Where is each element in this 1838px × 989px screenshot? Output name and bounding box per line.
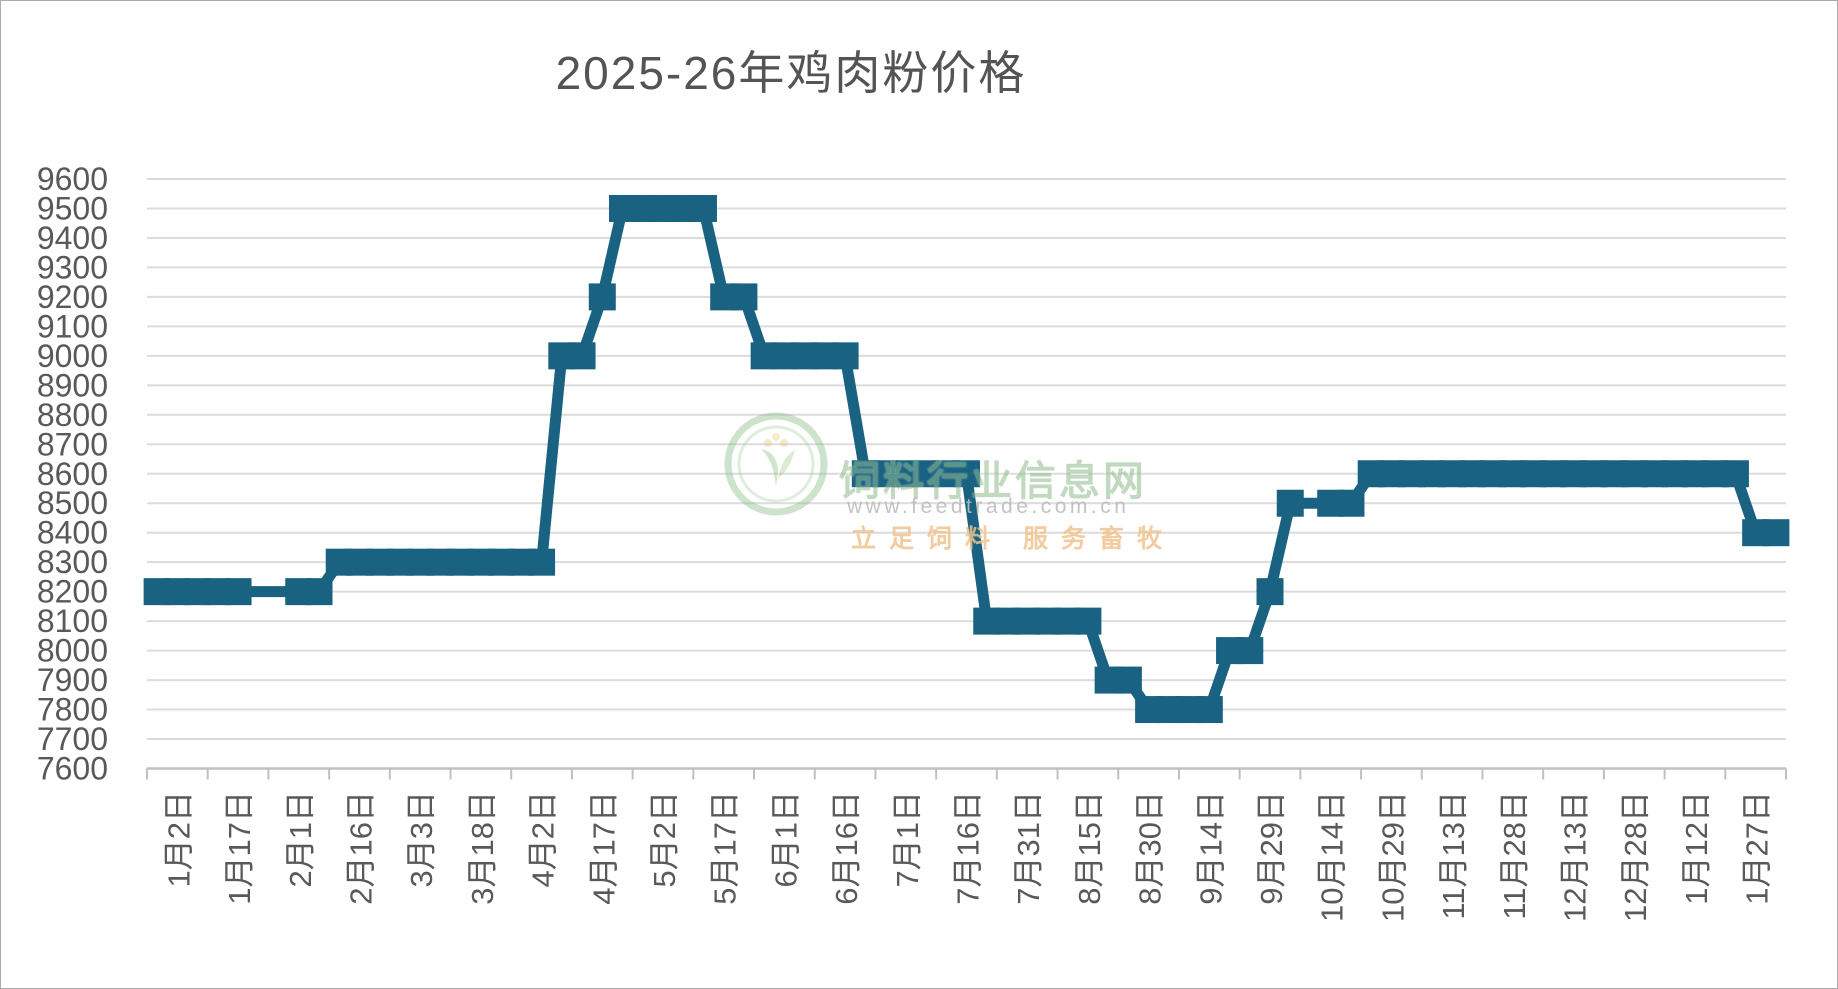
y-axis-tick-label: 7900	[37, 662, 108, 698]
x-axis-tick-label: 11月28日	[1497, 791, 1532, 920]
data-point-marker	[588, 283, 616, 311]
x-axis-tick-label: 1月27日	[1740, 791, 1775, 905]
y-axis-tick-label: 8900	[37, 367, 108, 403]
x-axis-tick-label: 2月16日	[343, 791, 378, 905]
data-point-marker	[224, 578, 252, 606]
x-axis-tick-label: 8月30日	[1133, 791, 1168, 905]
y-axis-tick-label: 7800	[37, 692, 108, 728]
x-axis-tick-label: 11月13日	[1436, 791, 1471, 920]
x-axis-tick-label: 12月28日	[1618, 791, 1653, 922]
y-axis-tick-label: 8300	[37, 544, 108, 580]
x-axis-tick-label: 7月31日	[1011, 791, 1046, 905]
data-point-marker	[1256, 578, 1284, 606]
data-point-marker	[730, 283, 758, 311]
x-axis-tick-label: 5月17日	[708, 791, 743, 905]
x-axis-tick-label: 5月2日	[647, 791, 682, 887]
data-point-marker	[528, 548, 556, 576]
y-axis-tick-label: 8600	[37, 456, 108, 492]
x-axis-tick-label: 3月18日	[465, 791, 500, 905]
x-axis-tick-label: 7月16日	[951, 791, 986, 905]
data-point-marker	[831, 342, 859, 370]
x-axis-tick-label: 1月17日	[222, 791, 257, 905]
y-axis-tick-label: 8400	[37, 515, 108, 551]
data-point-marker	[305, 578, 333, 606]
x-axis-tick-label: 2月1日	[283, 791, 318, 887]
x-axis-tick-label: 10月14日	[1315, 791, 1350, 922]
x-axis-tick-label: 3月3日	[404, 791, 439, 887]
x-axis-tick-label: 12月13日	[1558, 791, 1593, 922]
x-axis-tick-label: 7月1日	[890, 791, 925, 887]
data-point-marker	[1114, 666, 1142, 694]
x-axis-tick-label: 9月14日	[1193, 791, 1228, 905]
y-axis-tick-label: 8700	[37, 426, 108, 462]
x-axis-tick-label: 6月16日	[829, 791, 864, 905]
y-axis-tick-label: 9100	[37, 308, 108, 344]
y-axis-tick-label: 9400	[37, 220, 108, 256]
y-axis-tick-label: 8500	[37, 485, 108, 521]
data-point-marker	[1337, 489, 1365, 517]
x-axis-tick-label: 6月1日	[768, 791, 803, 887]
data-point-marker	[1721, 460, 1749, 488]
y-axis-tick-label: 9300	[37, 249, 108, 285]
y-axis-tick-label: 8100	[37, 603, 108, 639]
data-point-marker	[1762, 519, 1790, 547]
x-axis-tick-label: 9月29日	[1254, 791, 1289, 905]
data-point-marker	[953, 460, 980, 488]
data-point-marker	[568, 342, 596, 370]
x-axis-tick-label: 4月2日	[526, 791, 561, 887]
y-axis-tick-label: 8200	[37, 574, 108, 610]
x-axis-tick-label: 4月17日	[586, 791, 621, 905]
y-axis-tick-label: 8800	[37, 397, 108, 433]
y-axis-tick-label: 7600	[37, 751, 108, 787]
data-point-marker	[1195, 696, 1223, 724]
price-series-line	[157, 203, 1776, 715]
y-axis-tick-label: 9600	[37, 161, 108, 197]
x-axis-tick-label: 1月2日	[161, 791, 196, 887]
y-axis-tick-label: 9200	[37, 279, 108, 315]
data-point-marker	[1236, 637, 1264, 665]
data-point-marker	[1074, 607, 1102, 635]
data-point-marker	[689, 194, 717, 222]
y-axis-tick-label: 8000	[37, 633, 108, 669]
x-axis-tick-label: 10月29日	[1375, 791, 1410, 922]
chart-title: 2025-26年鸡肉粉价格	[555, 47, 1027, 99]
y-axis-tick-label: 9000	[37, 338, 108, 374]
y-axis-tick-label: 9500	[37, 190, 108, 226]
x-axis-tick-label: 8月15日	[1072, 791, 1107, 905]
y-axis-tick-label: 7700	[37, 721, 108, 757]
x-axis-tick-label: 1月12日	[1679, 791, 1714, 905]
data-point-marker	[1276, 489, 1304, 517]
